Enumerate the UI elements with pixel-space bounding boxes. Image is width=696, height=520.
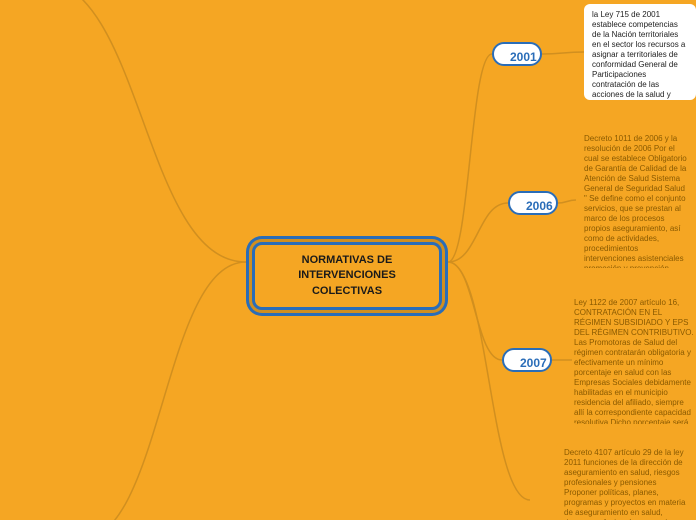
edge (558, 200, 576, 203)
text-box: Ley 1122 de 2007 artículo 16, CONTRATACI… (572, 296, 696, 424)
center-label: NORMATIVAS DE INTERVENCIONES COLECTIVAS (269, 253, 425, 299)
center-node[interactable]: NORMATIVAS DE INTERVENCIONES COLECTIVAS (252, 242, 442, 310)
text-box: la Ley 715 de 2001 establece competencia… (584, 4, 696, 100)
edge (448, 54, 492, 262)
edge (448, 262, 530, 500)
year-node-2001[interactable]: 2001 (492, 42, 542, 66)
edge (542, 52, 584, 54)
edge (448, 262, 502, 360)
year-node-2007[interactable]: 2007 (502, 348, 552, 372)
year-node-2006[interactable]: 2006 (508, 191, 558, 215)
edge (448, 203, 508, 262)
edge (40, 0, 246, 262)
edge (80, 262, 246, 520)
text-box: Decreto 1011 de 2006 y la resolución de … (576, 128, 696, 268)
mindmap-canvas: NORMATIVAS DE INTERVENCIONES COLECTIVAS … (0, 0, 696, 520)
text-box: Decreto 4107 artículo 29 de la ley 2011 … (556, 442, 696, 520)
